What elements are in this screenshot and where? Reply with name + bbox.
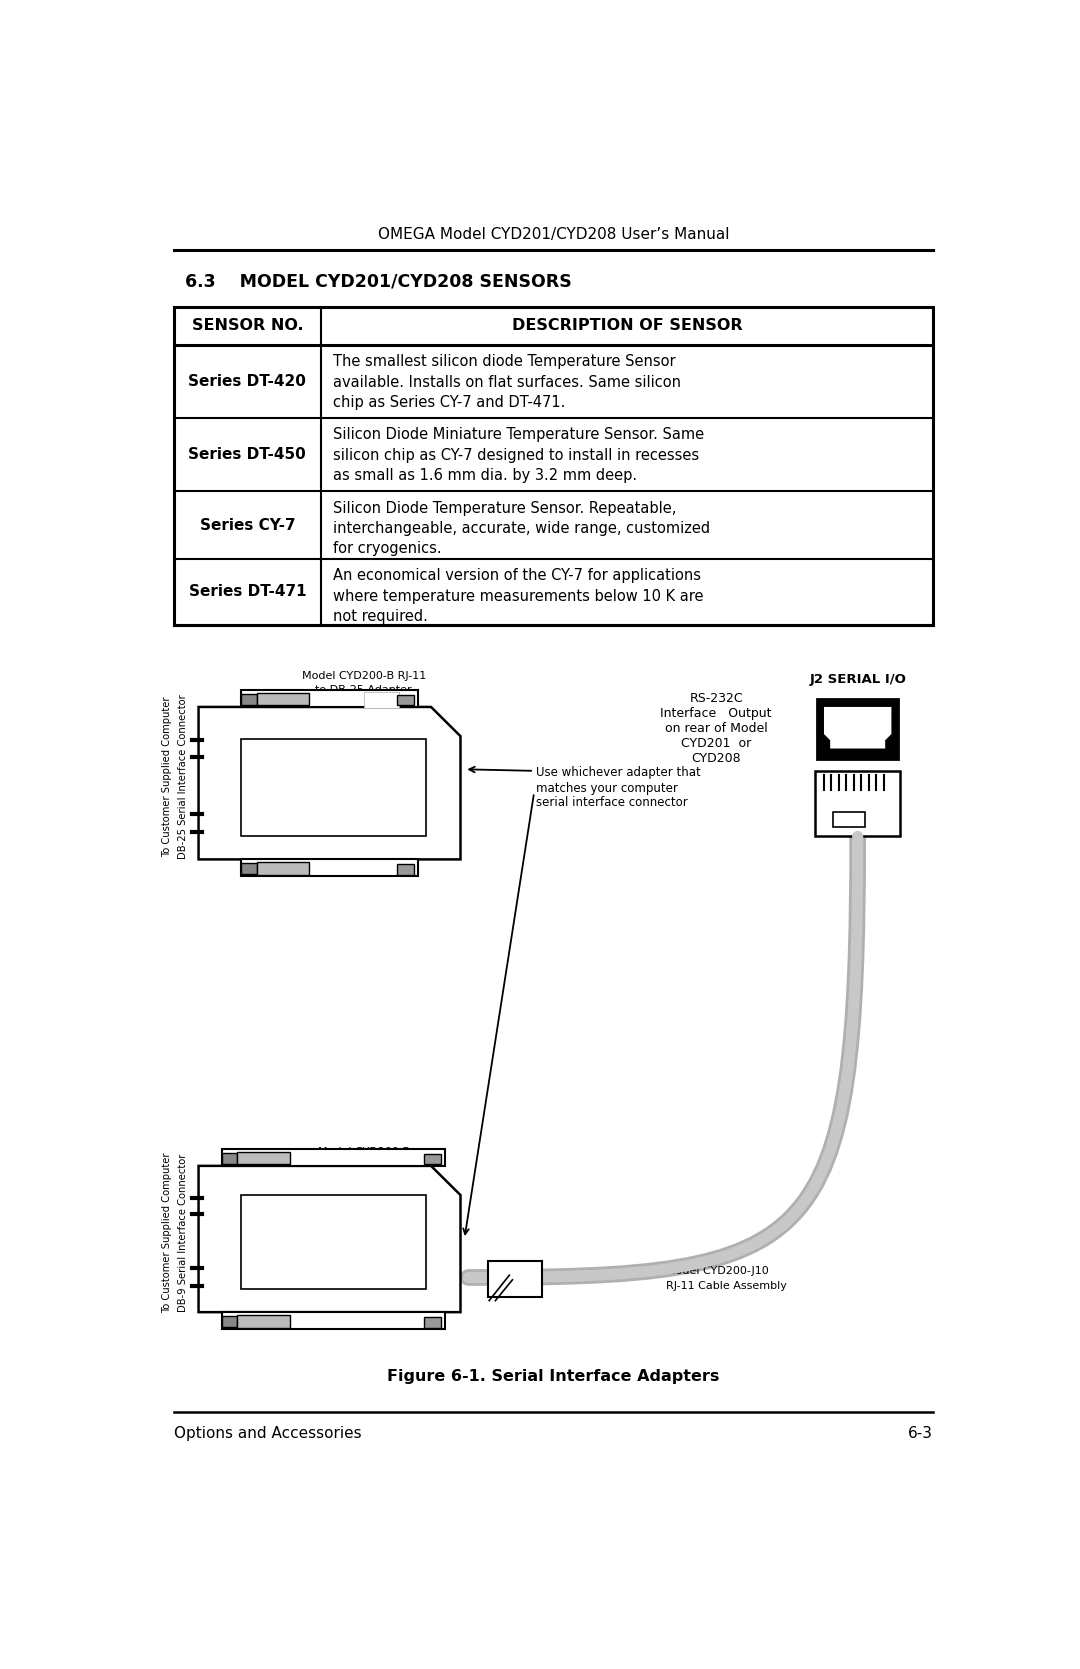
Bar — [257, 863, 309, 875]
Text: To Customer Supplied Computer: To Customer Supplied Computer — [163, 1153, 173, 1314]
Text: OMEGA Model CYD201/CYD208 User’s Manual: OMEGA Model CYD201/CYD208 User’s Manual — [378, 227, 729, 242]
Text: serial interface connector: serial interface connector — [537, 796, 688, 809]
Bar — [241, 860, 418, 876]
Text: Silicon Diode Miniature Temperature Sensor. Same
silicon chip as CY-7 designed t: Silicon Diode Miniature Temperature Sens… — [333, 427, 704, 484]
Bar — [364, 693, 399, 708]
Text: Figure 6-1. Serial Interface Adapters: Figure 6-1. Serial Interface Adapters — [388, 1369, 719, 1384]
Bar — [833, 811, 865, 828]
Text: 6.3    MODEL CYD201/CYD208 SENSORS: 6.3 MODEL CYD201/CYD208 SENSORS — [186, 272, 572, 290]
Bar — [397, 865, 414, 875]
Bar — [241, 863, 257, 875]
Bar — [488, 1260, 542, 1297]
Text: RJ-11 to DE-9 Adapter: RJ-11 to DE-9 Adapter — [303, 1160, 424, 1170]
Text: CYD208: CYD208 — [691, 751, 741, 764]
Text: Model CYD200-J10: Model CYD200-J10 — [666, 1267, 769, 1277]
Text: DB-9 Serial Interface Connector: DB-9 Serial Interface Connector — [178, 1153, 188, 1312]
Polygon shape — [199, 708, 460, 860]
Text: Silicon Diode Temperature Sensor. Repeatable,
interchangeable, accurate, wide ra: Silicon Diode Temperature Sensor. Repeat… — [333, 501, 710, 556]
Bar — [424, 1153, 441, 1165]
Polygon shape — [824, 708, 891, 748]
Bar — [238, 1152, 291, 1165]
Bar — [221, 1317, 238, 1327]
Bar — [241, 1195, 426, 1288]
Bar — [815, 771, 900, 836]
Bar — [238, 1315, 291, 1327]
Bar — [241, 689, 418, 708]
Text: Series CY-7: Series CY-7 — [200, 517, 295, 532]
Text: J2 SERIAL I/O: J2 SERIAL I/O — [809, 673, 906, 686]
Text: to DB-25 Adapter: to DB-25 Adapter — [315, 684, 411, 694]
Bar — [241, 739, 426, 836]
Text: CYD201  or: CYD201 or — [681, 738, 752, 749]
Text: Options and Accessories: Options and Accessories — [174, 1425, 362, 1440]
Text: RJ-11 Cable Assembly: RJ-11 Cable Assembly — [666, 1282, 786, 1292]
Bar — [257, 693, 309, 706]
Text: Model CYD200-B: Model CYD200-B — [318, 1147, 409, 1157]
Bar — [424, 1317, 441, 1327]
Bar — [221, 1312, 445, 1329]
Bar — [241, 694, 257, 704]
Text: An economical version of the CY-7 for applications
where temperature measurement: An economical version of the CY-7 for ap… — [333, 569, 703, 624]
Text: Use whichever adapter that: Use whichever adapter that — [537, 766, 701, 779]
Text: DESCRIPTION OF SENSOR: DESCRIPTION OF SENSOR — [512, 319, 742, 334]
Text: RS-232C: RS-232C — [689, 691, 743, 704]
Text: 6-3: 6-3 — [908, 1425, 933, 1440]
Bar — [221, 1148, 445, 1167]
Text: Series DT-471: Series DT-471 — [189, 584, 307, 599]
Polygon shape — [199, 1167, 460, 1312]
Bar — [221, 1153, 238, 1163]
Text: matches your computer: matches your computer — [537, 781, 678, 794]
Text: Series DT-420: Series DT-420 — [188, 374, 307, 389]
Text: on rear of Model: on rear of Model — [665, 723, 768, 736]
Bar — [397, 694, 414, 706]
Text: To Customer Supplied Computer: To Customer Supplied Computer — [163, 696, 173, 858]
Text: Model CYD200-B RJ-11: Model CYD200-B RJ-11 — [301, 671, 426, 681]
Bar — [174, 307, 933, 624]
Text: Interface   Output: Interface Output — [661, 708, 772, 719]
Text: DB-25 Serial Interface Connector: DB-25 Serial Interface Connector — [178, 694, 188, 860]
Text: The smallest silicon diode Temperature Sensor
available. Installs on flat surfac: The smallest silicon diode Temperature S… — [333, 354, 680, 411]
Text: SENSOR NO.: SENSOR NO. — [191, 319, 303, 334]
Bar — [816, 699, 899, 759]
Text: Series DT-450: Series DT-450 — [189, 447, 307, 462]
